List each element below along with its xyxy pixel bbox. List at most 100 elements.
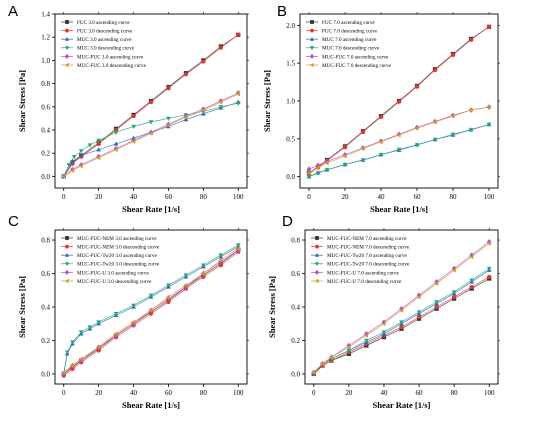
data-point xyxy=(218,99,223,105)
data-point xyxy=(96,147,101,152)
series-1 xyxy=(61,249,241,378)
data-point xyxy=(450,52,456,57)
series-4 xyxy=(311,238,492,376)
data-point xyxy=(414,125,419,131)
data-point xyxy=(66,163,72,168)
legend-marker xyxy=(64,62,69,68)
y-tick-label: 2.0 xyxy=(286,22,295,30)
data-point xyxy=(148,131,153,136)
series-line xyxy=(63,101,239,177)
series-line xyxy=(313,268,490,375)
data-point xyxy=(96,155,101,161)
legend-label: MUC-FUC-U 3.0 descending curve xyxy=(77,279,152,285)
legend-marker xyxy=(310,20,314,24)
y-tick-label: 0.8 xyxy=(291,237,300,245)
data-point xyxy=(78,153,84,158)
data-point xyxy=(87,143,93,148)
data-point xyxy=(166,86,171,91)
data-point xyxy=(414,143,420,148)
data-point xyxy=(434,300,439,305)
y-tick-label: 0.8 xyxy=(41,237,50,245)
data-point xyxy=(131,139,136,144)
x-tick-label: 100 xyxy=(233,193,244,201)
data-point xyxy=(486,122,492,127)
series-line xyxy=(63,248,239,373)
data-point xyxy=(378,114,384,119)
legend-marker xyxy=(314,269,320,275)
series-5 xyxy=(311,241,491,375)
data-point xyxy=(396,132,401,138)
data-point xyxy=(451,290,457,295)
data-point xyxy=(218,259,224,265)
x-tick-label: 20 xyxy=(95,389,103,397)
y-tick-label: 0.4 xyxy=(41,127,50,135)
y-tick-label: 0.2 xyxy=(41,337,50,345)
y-tick-label: 0.6 xyxy=(41,103,50,111)
legend-label: MUC-FUC 3.0 descending curve xyxy=(77,63,147,69)
y-tick-label: 0.6 xyxy=(41,270,50,278)
data-point xyxy=(165,294,171,300)
data-point xyxy=(235,243,241,248)
legend-label: MUC-FUC-U 3.0 ascending curve xyxy=(77,270,149,276)
data-point xyxy=(416,310,422,315)
data-point xyxy=(486,24,492,29)
x-tick-label: 0 xyxy=(62,389,66,397)
x-tick-label: 80 xyxy=(200,193,208,201)
data-point xyxy=(486,238,492,245)
y-tick-label: 0.5 xyxy=(286,135,295,143)
data-point xyxy=(360,146,365,151)
data-point xyxy=(200,107,206,113)
data-point xyxy=(148,308,153,313)
data-point xyxy=(328,354,333,360)
legend-label: FUC 3.0 ascending curve xyxy=(77,20,130,26)
data-point xyxy=(96,348,101,353)
legend-marker xyxy=(64,269,70,275)
legend-label: MUC-FUC-U 7.0 descending curve xyxy=(327,279,402,285)
data-point xyxy=(306,170,311,176)
legend-label: MUC 3.0 ascending curve xyxy=(77,37,132,43)
data-point xyxy=(432,119,437,125)
panel-c: C 0 20 40 60 80 100 0.0 0.2 0.4 0.6 0.8 Shear Rate [… xyxy=(8,213,249,410)
legend-marker xyxy=(65,20,69,24)
y-tick-label: 0.2 xyxy=(41,150,50,158)
data-point xyxy=(218,263,223,268)
legend-marker xyxy=(64,46,70,51)
data-point xyxy=(320,361,325,367)
data-point xyxy=(113,141,119,146)
data-point xyxy=(166,299,171,305)
legend-marker xyxy=(309,53,315,59)
panel-letter: C xyxy=(8,213,19,230)
data-point xyxy=(468,37,474,42)
y-tick-label: 0.4 xyxy=(41,304,50,312)
x-axis-label: Shear Rate [1/s] xyxy=(122,204,180,214)
data-point xyxy=(236,32,241,37)
data-point xyxy=(78,330,84,335)
data-point xyxy=(398,308,404,313)
legend-label: FUC 7.0 descending curve xyxy=(322,29,378,35)
data-point xyxy=(201,59,206,64)
x-tick-label: 40 xyxy=(380,389,388,397)
data-point xyxy=(306,174,312,180)
legend-label: MUC-FUC-Tw20 7.0 descending curve xyxy=(327,262,410,268)
x-tick-label: 80 xyxy=(450,193,458,201)
legend-label: MUC-FUC 7.0 ascending curve xyxy=(322,54,389,60)
data-point xyxy=(434,304,439,310)
data-point xyxy=(113,130,119,135)
data-point xyxy=(324,160,329,166)
legend-label: MUC-FUC-Tw20 3.0 descending curve xyxy=(77,262,160,268)
data-point xyxy=(200,271,206,276)
data-point xyxy=(469,254,474,260)
y-axis-label: Shear Stress [Pa] xyxy=(17,70,27,132)
y-tick-label: 0.0 xyxy=(291,370,300,378)
y-tick-label: 0.0 xyxy=(41,370,50,378)
legend-marker xyxy=(314,262,320,267)
data-point xyxy=(183,284,189,290)
legend-marker xyxy=(309,36,315,41)
series-5 xyxy=(61,246,240,375)
data-point xyxy=(487,274,492,279)
data-point xyxy=(396,147,402,152)
panel-letter: B xyxy=(277,3,287,20)
data-point xyxy=(235,91,240,97)
data-point xyxy=(96,320,101,325)
